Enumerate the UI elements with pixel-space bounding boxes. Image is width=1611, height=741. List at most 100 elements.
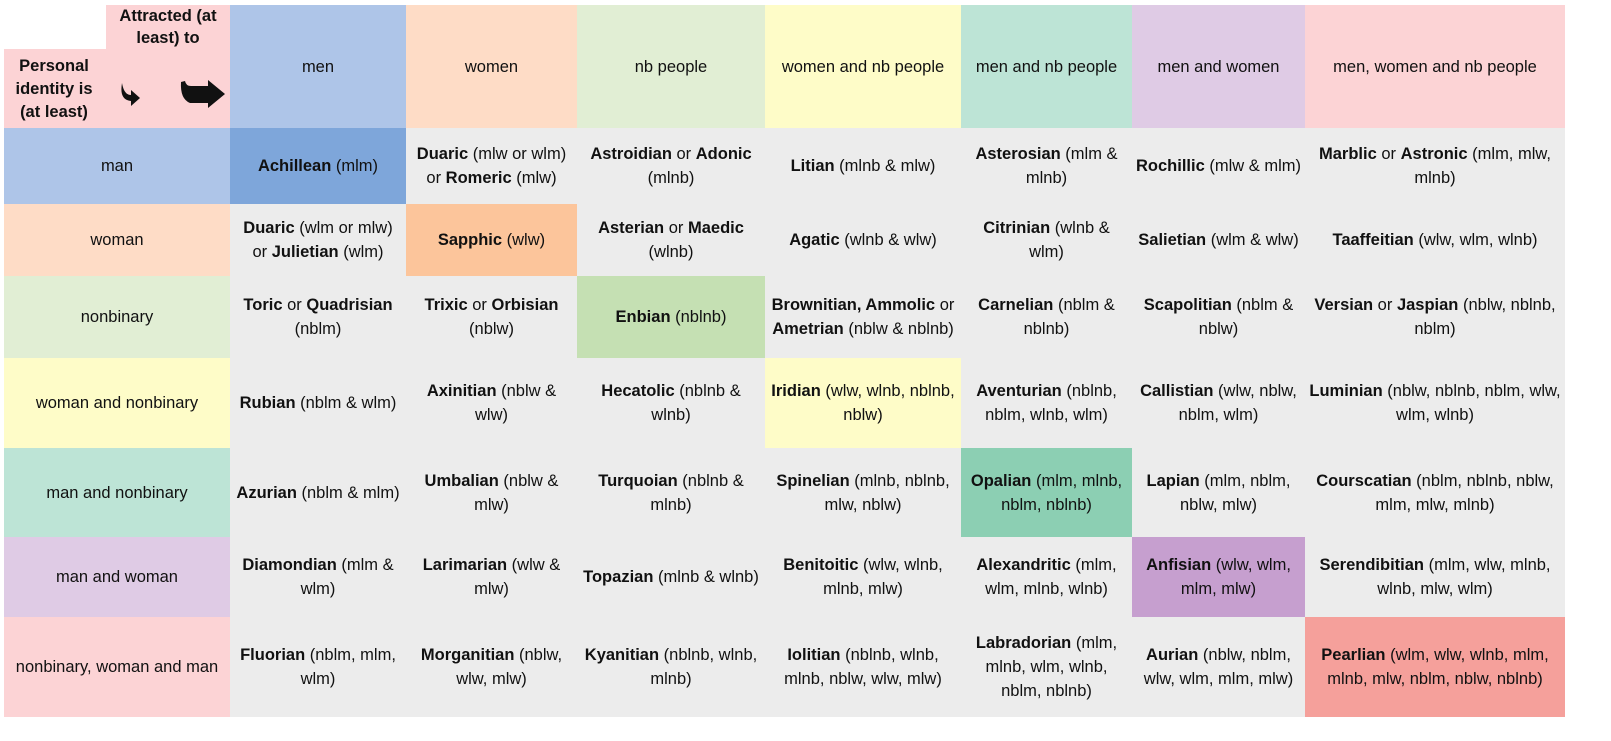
term-name: Carnelian xyxy=(978,296,1054,314)
term-detail: (nblnb, nblm, wlnb, wlm) xyxy=(985,382,1117,424)
label-cell: Spinelian (mlnb, nblnb, mlw, nblw) xyxy=(765,448,961,537)
label-cell: Hecatolic (nblnb & wlnb) xyxy=(577,358,765,448)
column-header-men-and-nb-people: men and nb people xyxy=(961,5,1132,128)
label-cell: Rubian (nblm & wlm) xyxy=(230,358,406,448)
term-name: Taaffeitian xyxy=(1332,231,1414,249)
term-detail: (wlw, wlm, wlnb) xyxy=(1413,231,1538,249)
term-detail: (nblw, nblm, wlw, wlm, mlm, mlw) xyxy=(1143,646,1294,688)
row-header-man: man xyxy=(4,128,230,204)
term-name: Asterosian xyxy=(975,145,1061,163)
term-name: Iolitian xyxy=(787,646,841,664)
label-cell: Litian (mlnb & mlw) xyxy=(765,128,961,204)
term-detail: (wlw & mlw) xyxy=(474,556,561,598)
term-detail: (wlm & wlw) xyxy=(1206,231,1299,249)
term-detail: (mlm & wlm) xyxy=(300,556,394,598)
label-cell: Brownitian, Ammolic or Ametrian (nblw & … xyxy=(765,276,961,358)
term-name: Litian xyxy=(790,157,835,175)
term-detail: (nblm & nblnb) xyxy=(1023,296,1115,338)
label-cell: Axinitian (nblw & wlw) xyxy=(406,358,577,448)
term-detail: (mlm, mlnb, wlm, wlnb, nblm, nblnb) xyxy=(985,634,1118,700)
label-cell: Duaric (wlm or mlw) or Julietian (wlm) xyxy=(230,204,406,276)
term-name: Versian xyxy=(1314,296,1374,314)
label-cell: Callistian (wlw, nblw, nblm, wlm) xyxy=(1132,358,1305,448)
bent-right-arrow-icon xyxy=(180,80,225,108)
term-name: Diamondian xyxy=(242,556,337,574)
term-detail: (wlm, wlw, wlnb, mlm, mlnb, mlw, nblm, n… xyxy=(1327,646,1549,688)
term-name: Luminian xyxy=(1309,382,1383,400)
term-detail: (nblw & wlw) xyxy=(475,382,557,424)
term-detail: (wlw, wlnb, nblnb, nblw) xyxy=(820,382,955,424)
row-header-nonbinary: nonbinary xyxy=(4,276,230,358)
term-name: Quadrisian xyxy=(306,296,393,314)
label-cell: Larimarian (wlw & mlw) xyxy=(406,537,577,617)
term-name: Trixic xyxy=(424,296,468,314)
term-detail: or xyxy=(671,145,696,163)
label-cell: Trixic or Orbisian (nblw) xyxy=(406,276,577,358)
label-cell: Kyanitian (nblnb, wlnb, mlnb) xyxy=(577,617,765,717)
row-header-man-and-nonbinary: man and nonbinary xyxy=(4,448,230,537)
label-cell: Anfisian (wlw, wlm, mlm, mlw) xyxy=(1132,537,1305,617)
term-name: Enbian xyxy=(615,308,671,326)
term-detail: or xyxy=(935,296,955,314)
column-header-men-and-women: men and women xyxy=(1132,5,1305,128)
term-detail: (mlnb & mlw) xyxy=(834,157,936,175)
term-name: Achillean xyxy=(257,157,332,175)
term-name: Kyanitian xyxy=(584,646,660,664)
term-detail: (mlm, mlnb, nblm, nblnb) xyxy=(1001,471,1123,514)
term-name: Benitoitic xyxy=(783,556,859,574)
label-cell: Lapian (mlm, nblm, nblw, mlw) xyxy=(1132,448,1305,537)
term-name: Pearlian xyxy=(1321,646,1386,664)
term-detail: (mlw) xyxy=(511,169,557,187)
term-detail: or xyxy=(282,296,307,314)
term-detail: (nblw) xyxy=(469,320,514,338)
term-name: Aurian xyxy=(1146,646,1199,664)
table-row: nonbinary, woman and man Fluorian (nblm, … xyxy=(4,617,1565,717)
term-name: Axinitian xyxy=(426,382,497,400)
term-detail: (wlnb & wlm) xyxy=(1029,219,1110,261)
term-detail: (mlm, nblm, nblw, mlw) xyxy=(1179,471,1291,514)
term-detail: (mlw & mlm) xyxy=(1204,157,1301,175)
term-name: Rochillic xyxy=(1136,157,1205,175)
term-name: Salietian xyxy=(1138,231,1207,249)
term-name: Adonic xyxy=(695,145,752,163)
term-detail: (nblm) xyxy=(294,320,342,338)
term-detail: (wlw, nblw, nblm, wlm) xyxy=(1178,382,1297,424)
label-cell: Diamondian (mlm & wlm) xyxy=(230,537,406,617)
term-detail: (nblw & mlw) xyxy=(474,471,559,514)
label-cell: Alexandritic (mlm, wlm, mlnb, wlnb) xyxy=(961,537,1132,617)
term-detail: (wlm) xyxy=(338,243,384,261)
term-detail: (mlw or wlm) or xyxy=(426,145,567,187)
term-name: Opalian xyxy=(970,471,1032,490)
term-name: Duaric xyxy=(416,145,469,163)
term-name: Fluorian xyxy=(240,646,306,664)
column-header-men-women-and-nb-people: men, women and nb people xyxy=(1305,5,1565,128)
term-detail: (nblm & nblw) xyxy=(1198,296,1294,338)
table-row: man and nonbinary Azurian (nblm & mlm) Umb… xyxy=(4,448,1565,537)
term-name: Romeric xyxy=(445,169,512,187)
term-detail: (nblw, wlw, mlw) xyxy=(456,646,563,688)
term-detail: or xyxy=(664,219,688,237)
term-name: Toric xyxy=(243,296,283,314)
term-name: Maedic xyxy=(687,219,744,237)
term-name: Labradorian xyxy=(975,634,1072,652)
label-cell: Salietian (wlm & wlw) xyxy=(1132,204,1305,276)
row-header-nonbinary-woman-and-man: nonbinary, woman and man xyxy=(4,617,230,717)
term-detail: (wlw, wlm, mlm, mlw) xyxy=(1180,556,1291,598)
label-cell: Iolitian (nblnb, wlnb, mlnb, nblw, wlw, … xyxy=(765,617,961,717)
term-detail: (nblw, nblnb, nblm, wlw, wlm, wlnb) xyxy=(1382,382,1561,424)
term-detail: (wlm or mlw) or xyxy=(252,219,393,261)
term-detail: (wlw) xyxy=(502,231,546,249)
label-cell: Courscatian (nblm, nblnb, nblw, mlm, mlw… xyxy=(1305,448,1565,537)
label-cell: Benitoitic (wlw, wlnb, mlnb, mlw) xyxy=(765,537,961,617)
term-detail: (mlm, wlw, mlnb, wlnb, mlw, wlm) xyxy=(1377,556,1551,598)
term-detail: or xyxy=(1373,296,1397,314)
term-name: Turquoian xyxy=(598,471,678,490)
label-cell: Marblic or Astronic (mlm, mlw, mlnb) xyxy=(1305,128,1565,204)
label-cell: Topazian (mlnb & wlnb) xyxy=(577,537,765,617)
term-name: Courscatian xyxy=(1316,471,1412,490)
term-detail: (wlw, wlnb, mlnb, mlw) xyxy=(823,556,943,598)
table-row: woman Duaric (wlm or mlw) or Julietian (w… xyxy=(4,204,1565,276)
corner-cell: Attracted (at least) to Personal identit… xyxy=(4,5,230,128)
term-detail: (wlnb & wlw) xyxy=(839,231,937,249)
table-row: man Achillean (mlm) Duaric (mlw or wlm) or… xyxy=(4,128,1565,204)
